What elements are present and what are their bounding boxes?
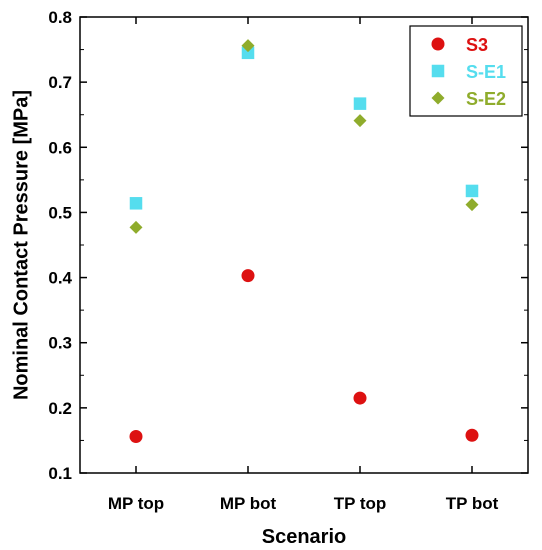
data-point-s3 xyxy=(241,269,255,283)
data-point-s3 xyxy=(353,391,367,405)
data-point-s3 xyxy=(465,428,479,442)
data-point-s-e1 xyxy=(241,46,255,60)
data-point-s-e1 xyxy=(353,97,367,110)
y-axis-title: Nominal Contact Pressure [MPa] xyxy=(10,90,32,400)
data-point-s-e1 xyxy=(465,184,479,198)
data-point-s-e2 xyxy=(241,39,255,53)
legend-label-s-e2: S-E2 xyxy=(466,89,506,109)
legend: S3 S-E1 S-E2 xyxy=(409,25,523,117)
series-s-e1 xyxy=(129,46,479,210)
data-point-s-e2 xyxy=(465,198,479,212)
legend-marker-s3 xyxy=(431,37,445,51)
data-point-s3 xyxy=(129,430,143,444)
y-tick-label: 0.6 xyxy=(48,138,72,157)
series-s3 xyxy=(129,269,479,444)
y-tick-label: 0.2 xyxy=(48,399,72,418)
x-tick-label: TP bot xyxy=(446,494,499,513)
data-point-s-e1 xyxy=(129,197,143,210)
y-tick-label: 0.7 xyxy=(48,73,72,92)
x-axis-title: Scenario xyxy=(262,526,346,548)
y-tick-label: 0.8 xyxy=(48,8,72,27)
data-point-s-e2 xyxy=(129,220,143,234)
x-tick-label: TP top xyxy=(334,494,387,513)
legend-label-s3: S3 xyxy=(466,35,488,55)
series-s-e2 xyxy=(129,39,479,234)
x-tick-label: MP top xyxy=(108,494,164,513)
y-tick-label: 0.5 xyxy=(48,203,72,222)
legend-marker-s-e1 xyxy=(431,64,445,78)
y-tick-label: 0.4 xyxy=(48,269,72,288)
data-point-s-e2 xyxy=(353,114,367,128)
x-tick-label: MP bot xyxy=(220,494,277,513)
y-tick-label: 0.1 xyxy=(48,464,72,483)
legend-label-s-e1: S-E1 xyxy=(466,62,506,82)
legend-marker-s-e2 xyxy=(431,91,445,105)
legend-box xyxy=(409,25,523,117)
y-tick-label: 0.3 xyxy=(48,334,72,353)
